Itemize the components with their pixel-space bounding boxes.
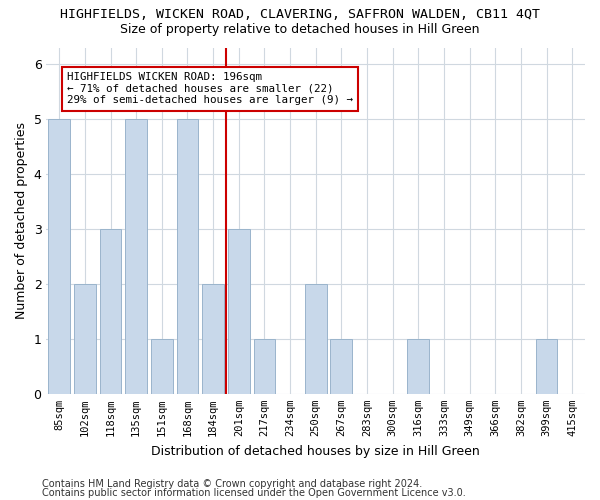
Text: HIGHFIELDS, WICKEN ROAD, CLAVERING, SAFFRON WALDEN, CB11 4QT: HIGHFIELDS, WICKEN ROAD, CLAVERING, SAFF… [60, 8, 540, 20]
Text: Contains HM Land Registry data © Crown copyright and database right 2024.: Contains HM Land Registry data © Crown c… [42, 479, 422, 489]
Bar [49, 119, 70, 394]
Bar [74, 284, 96, 394]
Bar [305, 284, 326, 394]
Bar [536, 339, 557, 394]
Bar [176, 119, 199, 394]
Bar [151, 339, 173, 394]
X-axis label: Distribution of detached houses by size in Hill Green: Distribution of detached houses by size … [151, 444, 480, 458]
Text: Contains public sector information licensed under the Open Government Licence v3: Contains public sector information licen… [42, 488, 466, 498]
Bar [228, 229, 250, 394]
Bar [407, 339, 429, 394]
Bar [254, 339, 275, 394]
Text: Size of property relative to detached houses in Hill Green: Size of property relative to detached ho… [120, 22, 480, 36]
Bar [331, 339, 352, 394]
Bar [100, 229, 121, 394]
Bar [125, 119, 147, 394]
Y-axis label: Number of detached properties: Number of detached properties [15, 122, 28, 319]
Bar [202, 284, 224, 394]
Text: HIGHFIELDS WICKEN ROAD: 196sqm
← 71% of detached houses are smaller (22)
29% of : HIGHFIELDS WICKEN ROAD: 196sqm ← 71% of … [67, 72, 353, 106]
